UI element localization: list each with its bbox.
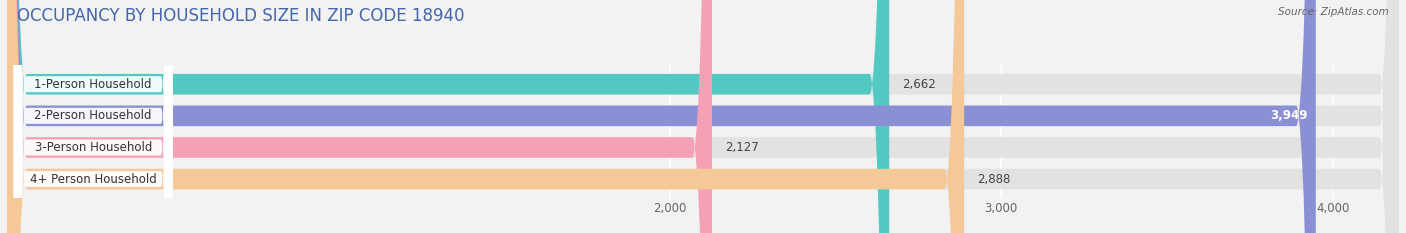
FancyBboxPatch shape <box>14 0 173 233</box>
Text: 2,888: 2,888 <box>977 173 1011 185</box>
Text: 2-Person Household: 2-Person Household <box>35 109 152 122</box>
Text: 4+ Person Household: 4+ Person Household <box>30 173 156 185</box>
FancyBboxPatch shape <box>7 0 711 233</box>
Text: Source: ZipAtlas.com: Source: ZipAtlas.com <box>1278 7 1389 17</box>
FancyBboxPatch shape <box>7 0 1399 233</box>
Text: 3-Person Household: 3-Person Household <box>35 141 152 154</box>
FancyBboxPatch shape <box>14 0 173 233</box>
FancyBboxPatch shape <box>14 0 173 233</box>
FancyBboxPatch shape <box>7 0 1399 233</box>
FancyBboxPatch shape <box>7 0 1399 233</box>
FancyBboxPatch shape <box>7 0 1399 233</box>
Text: 2,127: 2,127 <box>725 141 759 154</box>
Text: 2,662: 2,662 <box>903 78 936 91</box>
FancyBboxPatch shape <box>14 0 173 233</box>
Text: 3,949: 3,949 <box>1270 109 1308 122</box>
Text: 1-Person Household: 1-Person Household <box>35 78 152 91</box>
Text: OCCUPANCY BY HOUSEHOLD SIZE IN ZIP CODE 18940: OCCUPANCY BY HOUSEHOLD SIZE IN ZIP CODE … <box>17 7 464 25</box>
FancyBboxPatch shape <box>7 0 965 233</box>
FancyBboxPatch shape <box>7 0 1316 233</box>
FancyBboxPatch shape <box>7 0 889 233</box>
